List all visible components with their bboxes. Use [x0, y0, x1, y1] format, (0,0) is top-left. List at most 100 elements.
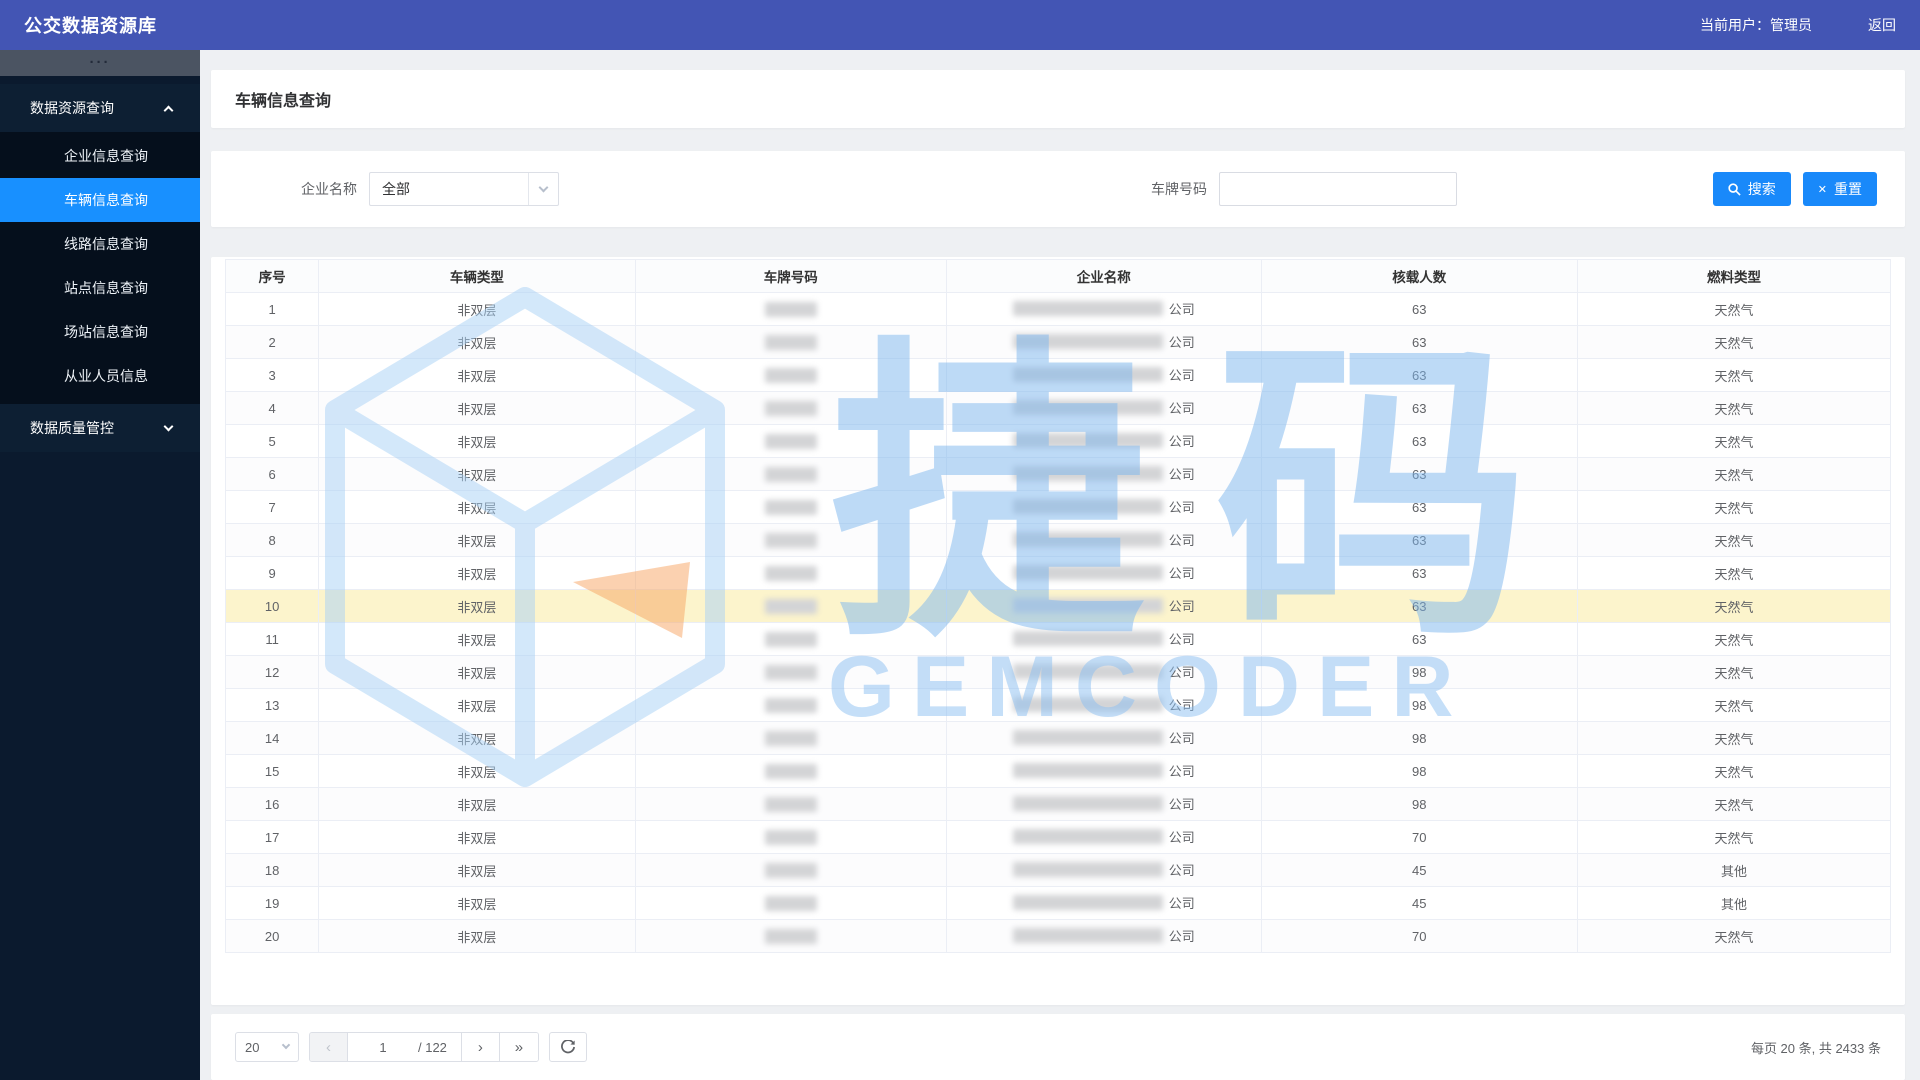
table-row[interactable]: 5 非双层 公司 63 天然气	[224, 424, 1892, 458]
sidebar-collapse-handle[interactable]: ···	[0, 50, 200, 76]
cell-vehicle-type: 非双层	[318, 853, 636, 887]
current-user-label: 当前用户：管理员	[1700, 17, 1812, 33]
table-row[interactable]: 10 非双层 公司 63 天然气	[224, 589, 1892, 623]
cell-seq: 19	[224, 886, 320, 920]
table-row[interactable]: 2 非双层 公司 63 天然气	[224, 325, 1892, 359]
sidebar-item-vehicle-info[interactable]: 车辆信息查询	[0, 178, 200, 222]
blurred-company	[1012, 433, 1163, 448]
cell-plate-number	[634, 919, 947, 953]
cell-company-name: 公司	[945, 589, 1262, 623]
cell-capacity: 63	[1260, 490, 1578, 524]
table-row[interactable]: 6 非双层 公司 63 天然气	[224, 457, 1892, 491]
search-button[interactable]: 搜索	[1712, 172, 1791, 206]
vehicle-table: 序号 车辆类型 车牌号码 企业名称 核载人数 燃料类型 1 非双层 公司 63 天然气 2…	[224, 259, 1892, 953]
cell-plate-number	[634, 853, 947, 887]
cell-plate-number	[634, 589, 947, 623]
blurred-plate	[764, 368, 817, 384]
sidebar: ··· 数据资源查询 企业信息查询 车辆信息查询 线路信息查询 站点信息查询 场…	[0, 50, 200, 1080]
company-select-value: 全部	[382, 181, 410, 197]
blurred-company	[1012, 664, 1163, 679]
cell-seq: 9	[224, 556, 320, 590]
blurred-plate	[764, 863, 817, 879]
table-row[interactable]: 16 非双层 公司 98 天然气	[224, 787, 1892, 821]
cell-capacity: 70	[1260, 820, 1578, 854]
table-row[interactable]: 9 非双层 公司 63 天然气	[224, 556, 1892, 590]
back-button[interactable]: 返回	[1868, 17, 1896, 33]
cell-company-name: 公司	[945, 919, 1262, 953]
prev-page-button[interactable]: ‹	[310, 1033, 348, 1061]
menu-group-data-quality[interactable]: 数据质量管控	[0, 404, 200, 452]
cell-vehicle-type: 非双层	[318, 424, 636, 458]
cell-company-name: 公司	[945, 853, 1262, 887]
plate-number-input[interactable]	[1219, 172, 1457, 206]
cell-vehicle-type: 非双层	[318, 589, 636, 623]
table-row[interactable]: 4 非双层 公司 63 天然气	[224, 391, 1892, 425]
table-row[interactable]: 19 非双层 公司 45 其他	[224, 886, 1892, 920]
cell-company-name: 公司	[945, 721, 1262, 755]
cell-seq: 1	[224, 292, 320, 326]
blurred-plate	[764, 335, 817, 351]
cell-company-name: 公司	[945, 688, 1262, 722]
select-chevron-zone[interactable]	[528, 173, 558, 205]
refresh-icon	[560, 1040, 575, 1054]
cell-fuel-type: 天然气	[1576, 292, 1892, 326]
cell-fuel-type: 天然气	[1576, 325, 1892, 359]
blurred-plate	[764, 401, 817, 417]
page-title: 车辆信息查询	[235, 93, 332, 110]
cell-seq: 6	[224, 457, 320, 491]
menu-group-data-resource[interactable]: 数据资源查询	[0, 84, 200, 132]
sidebar-item-route-info[interactable]: 线路信息查询	[64, 236, 148, 252]
company-select[interactable]: 全部	[369, 172, 559, 206]
table-row[interactable]: 12 非双层 公司 98 天然气	[224, 655, 1892, 689]
sidebar-item-stop-info[interactable]: 站点信息查询	[64, 280, 148, 296]
table-row[interactable]: 11 非双层 公司 63 天然气	[224, 622, 1892, 656]
last-page-button[interactable]: »	[499, 1033, 538, 1061]
cell-vehicle-type: 非双层	[318, 391, 636, 425]
cell-vehicle-type: 非双层	[318, 556, 636, 590]
cell-vehicle-type: 非双层	[318, 886, 636, 920]
cell-seq: 20	[224, 919, 320, 953]
cell-plate-number	[634, 424, 947, 458]
current-page-box: / 122	[348, 1033, 462, 1061]
table-row[interactable]: 18 非双层 公司 45 其他	[224, 853, 1892, 887]
reset-button[interactable]: ✕ 重置	[1802, 172, 1877, 206]
cell-fuel-type: 天然气	[1576, 919, 1892, 953]
cell-vehicle-type: 非双层	[318, 358, 636, 392]
table-row[interactable]: 14 非双层 公司 98 天然气	[224, 721, 1892, 755]
refresh-button[interactable]	[548, 1032, 587, 1062]
sidebar-item-enterprise-info[interactable]: 企业信息查询	[64, 148, 148, 164]
blurred-plate	[764, 797, 817, 813]
table-row[interactable]: 1 非双层 公司 63 天然气	[224, 292, 1892, 326]
cell-seq: 16	[224, 787, 320, 821]
blurred-plate	[764, 599, 817, 615]
current-page-input[interactable]	[348, 1033, 418, 1061]
page-size-select[interactable]: 20	[235, 1032, 299, 1062]
cell-plate-number	[634, 358, 947, 392]
cell-fuel-type: 天然气	[1576, 358, 1892, 392]
cell-fuel-type: 其他	[1576, 886, 1892, 920]
table-row[interactable]: 20 非双层 公司 70 天然气	[224, 919, 1892, 953]
table-row[interactable]: 15 非双层 公司 98 天然气	[224, 754, 1892, 788]
table-row[interactable]: 7 非双层 公司 63 天然气	[224, 490, 1892, 524]
blurred-company	[1012, 763, 1163, 778]
table-row[interactable]: 13 非双层 公司 98 天然气	[224, 688, 1892, 722]
cell-capacity: 63	[1260, 622, 1578, 656]
cell-capacity: 45	[1260, 886, 1578, 920]
cell-fuel-type: 天然气	[1576, 457, 1892, 491]
cell-capacity: 70	[1260, 919, 1578, 953]
next-page-button[interactable]: ›	[461, 1033, 500, 1061]
cell-plate-number	[634, 754, 947, 788]
cell-plate-number	[634, 325, 947, 359]
table-row[interactable]: 3 非双层 公司 63 天然气	[224, 358, 1892, 392]
cell-vehicle-type: 非双层	[318, 655, 636, 689]
blurred-plate	[764, 467, 817, 483]
table-row[interactable]: 8 非双层 公司 63 天然气	[224, 523, 1892, 557]
cell-company-name: 公司	[945, 424, 1262, 458]
cell-plate-number	[634, 490, 947, 524]
cell-capacity: 63	[1260, 391, 1578, 425]
sidebar-item-depot-info[interactable]: 场站信息查询	[64, 324, 148, 340]
sidebar-item-staff-info[interactable]: 从业人员信息	[64, 368, 148, 384]
blurred-plate	[764, 731, 817, 747]
col-plate-number: 车牌号码	[634, 259, 947, 293]
table-row[interactable]: 17 非双层 公司 70 天然气	[224, 820, 1892, 854]
